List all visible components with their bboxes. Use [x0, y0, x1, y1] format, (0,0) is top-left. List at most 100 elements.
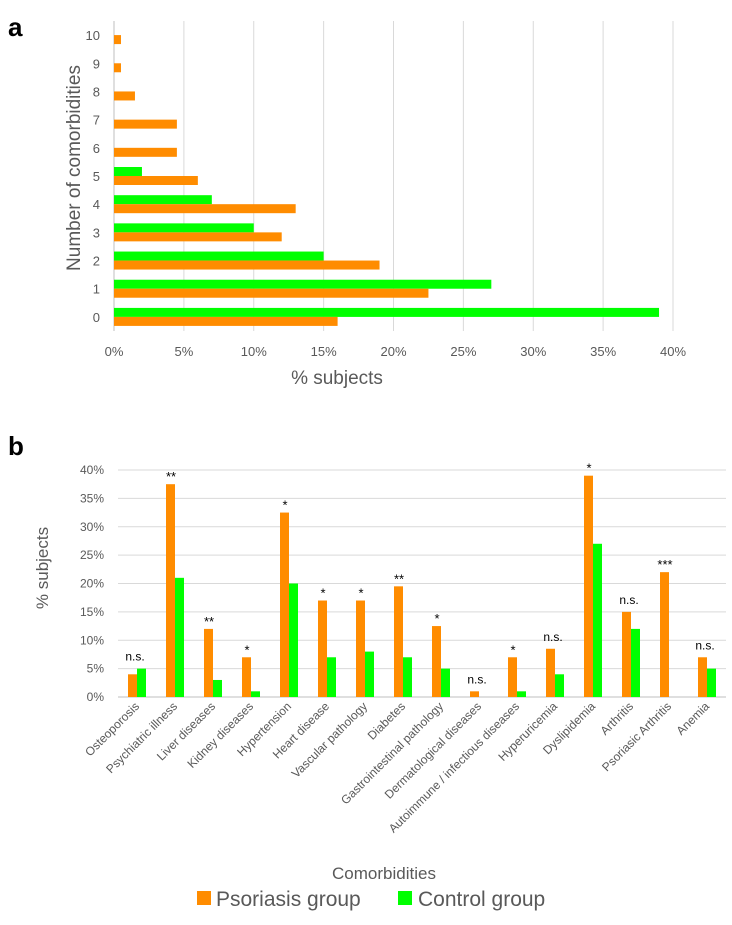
legend-swatch-psoriasis [197, 891, 211, 905]
panel-a-x-tick-label: 0% [105, 344, 124, 359]
panel-a-x-tick-label: 25% [450, 344, 476, 359]
panel-a-bar-psoriasis [114, 35, 121, 45]
panel-b-bar-control [403, 657, 412, 697]
panel-b-significance-label: n.s. [619, 593, 638, 607]
panel-a-bar-psoriasis [114, 316, 338, 326]
panel-b-bar-control [555, 674, 564, 697]
panel-a-bars [114, 35, 660, 326]
panel-b-bar-psoriasis [280, 512, 289, 697]
panel-a-y-tick-label: 5 [93, 169, 100, 184]
panel-a-y-tick-label: 7 [93, 113, 100, 128]
panel-a-y-tick-label: 0 [93, 310, 100, 325]
panel-b-bar-control [593, 543, 602, 697]
panel-a-x-tick-label: 20% [380, 344, 406, 359]
panel-b-bar-psoriasis [508, 657, 517, 697]
panel-b-significance-label: n.s. [467, 672, 486, 686]
panel-a-y-tick-label: 2 [93, 254, 100, 269]
panel-label-b: b [8, 431, 24, 461]
panel-b-significance-label: n.s. [695, 638, 714, 652]
panel-a-bar-psoriasis [114, 91, 135, 101]
panel-a-bar-control [114, 279, 492, 289]
panel-a-y-tick-label: 6 [93, 141, 100, 156]
panel-b-bar-control [213, 679, 222, 697]
panel-b-bar-psoriasis [394, 586, 403, 697]
panel-b-bar-psoriasis [318, 600, 327, 697]
panel-b-bars [128, 475, 716, 697]
legend-label-psoriasis: Psoriasis group [216, 888, 361, 911]
panel-b-y-axis-title: % subjects [33, 527, 52, 609]
panel-label-a: a [8, 12, 23, 42]
panel-b-bar-psoriasis [166, 484, 175, 697]
panel-b-y-tick-label: 35% [80, 491, 104, 505]
panel-a-y-tick-label: 3 [93, 225, 100, 240]
panel-b-bar-psoriasis [622, 611, 631, 697]
panel-b-y-tick-label: 25% [80, 548, 104, 562]
panel-a-x-tick-label: 30% [520, 344, 546, 359]
panel-a-bar-control [114, 307, 660, 317]
panel-b-chart: n.s.******* ****n.s.*n.s.*n.s.***n.s. 0%5… [33, 461, 726, 883]
panel-a-x-tick-label: 15% [311, 344, 337, 359]
panel-b-x-tick-label: Anemia [673, 699, 712, 738]
panel-b-bar-psoriasis [356, 600, 365, 697]
panel-b-significance-label: ** [204, 614, 214, 629]
panel-b-significance-labels: n.s.******* ****n.s.*n.s.*n.s.***n.s. [125, 461, 714, 687]
panel-a-bar-psoriasis [114, 204, 296, 214]
panel-a-x-tick-label: 40% [660, 344, 686, 359]
panel-b-bar-control [707, 668, 716, 697]
panel-b-y-tick-label: 0% [87, 690, 105, 704]
panel-b-significance-label: * [282, 498, 287, 513]
panel-a-bar-psoriasis [114, 176, 198, 185]
panel-b-bar-control [137, 668, 146, 697]
panel-b-bar-psoriasis [546, 648, 555, 697]
panel-b-y-tick-label: 30% [80, 520, 104, 534]
panel-b-bar-psoriasis [128, 674, 137, 697]
panel-b-bar-psoriasis [698, 657, 707, 697]
panel-b-bar-psoriasis [432, 626, 441, 697]
panel-a-x-tick-label: 35% [590, 344, 616, 359]
legend-swatch-control [398, 891, 412, 905]
panel-b-significance-label: * [586, 461, 591, 476]
panel-a-bar-control [114, 195, 212, 205]
panel-b-significance-label: * [434, 611, 439, 626]
panel-a-x-tick-labels: 0% 5% 10% 15% 20% 25% 30% 35% 40% [105, 344, 687, 359]
panel-b-significance-label: * [244, 642, 249, 657]
panel-a-y-tick-label: 10 [86, 28, 100, 43]
panel-b-y-tick-label: 15% [80, 605, 104, 619]
panel-b-significance-label: n.s. [125, 650, 144, 664]
panel-a-y-tick-label: 4 [93, 197, 100, 212]
panel-a-x-axis-title: % subjects [291, 368, 383, 389]
panel-b-y-tick-label: 10% [80, 633, 104, 647]
panel-a-bar-control [114, 167, 142, 176]
panel-b-x-tick-label: Kidney diseases [184, 699, 256, 771]
panel-b-bar-psoriasis [584, 475, 593, 697]
panel-b-y-tick-labels: 0% 5% 10% 15% 20% 25% 30% 35% 40% [80, 463, 104, 704]
panel-b-significance-label: * [358, 586, 363, 601]
panel-b-bar-psoriasis [204, 628, 213, 697]
panel-a-bar-psoriasis [114, 63, 121, 73]
panel-b-significance-label: * [510, 642, 515, 657]
panel-b-bar-control [365, 651, 374, 697]
panel-a-y-tick-label: 1 [93, 282, 100, 297]
panel-b-bar-control [175, 577, 184, 697]
panel-b-x-tick-label: Psoriasic Arthritis [599, 699, 674, 774]
panel-b-significance-label: n.s. [543, 630, 562, 644]
panel-b-bar-psoriasis [242, 657, 251, 697]
panel-b-bar-control [289, 583, 298, 697]
panel-b-x-axis-title: Comorbidities [332, 864, 436, 883]
panel-a-y-tick-label: 9 [93, 56, 100, 71]
panel-b-bar-control [327, 657, 336, 697]
panel-b-significance-label: *** [657, 557, 672, 572]
panel-a-y-tick-label: 8 [93, 84, 100, 99]
panel-b-bar-control [631, 628, 640, 697]
panel-a-y-axis-title: Number of comorbidities [64, 65, 85, 271]
panel-a-bar-control [114, 251, 324, 261]
panel-a-chart: 0 1 2 3 4 5 6 7 8 9 10 0% 5% 10% 15% 20% 25% 30% 35% 40% %… [64, 21, 686, 389]
panel-a-bar-psoriasis [114, 288, 429, 298]
panel-a-gridlines [113, 21, 674, 331]
panel-b-bar-psoriasis [660, 572, 669, 697]
panel-b-significance-label: ** [166, 469, 176, 484]
panel-a-x-tick-label: 5% [174, 344, 193, 359]
panel-a-bar-psoriasis [114, 147, 177, 157]
